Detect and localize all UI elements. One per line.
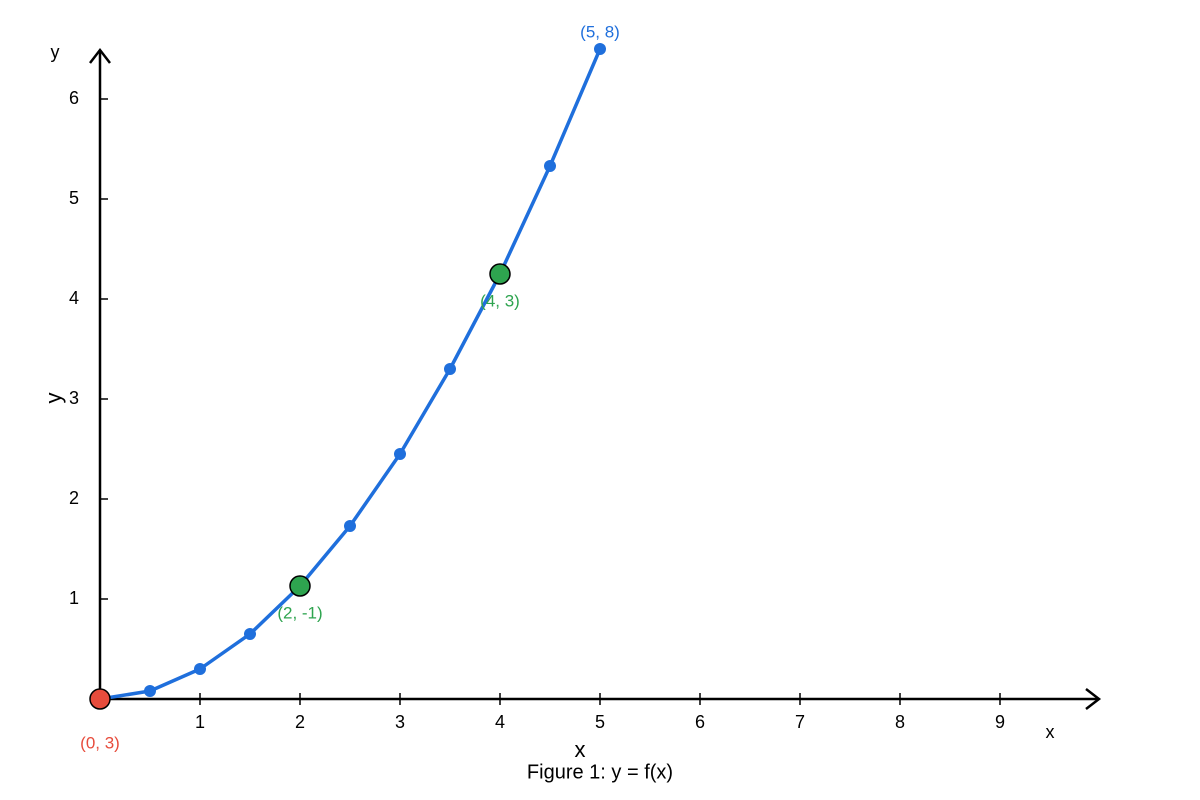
caption: Figure 1: y = f(x) (527, 761, 673, 783)
x-axis-title: x (575, 737, 586, 762)
point (194, 663, 206, 675)
point (144, 685, 156, 697)
y-tick-label: 2 (69, 488, 79, 508)
x-arrow-label: x (1046, 722, 1055, 742)
y-tick-label: 6 (69, 88, 79, 108)
highlight-point (289, 575, 311, 597)
annotation: (0, 3) (80, 733, 120, 752)
y-tick-label: 4 (69, 288, 79, 308)
x-tick-label: 8 (895, 712, 905, 732)
x-tick-label: 2 (295, 712, 305, 732)
x-tick-label: 1 (195, 712, 205, 732)
annotation: (4, 3) (480, 291, 520, 310)
x-tick-label: 4 (495, 712, 505, 732)
annotation: (2, -1) (277, 603, 322, 622)
line (99, 48, 602, 701)
x-axis-arrow (1085, 688, 1102, 710)
y-axis-arrow (89, 47, 111, 64)
point (444, 363, 456, 375)
x-tick-label: 3 (395, 712, 405, 732)
x-tick-label: 7 (795, 712, 805, 732)
x-tick-label: 9 (995, 712, 1005, 732)
y-tick-label: 1 (69, 588, 79, 608)
highlight-point (89, 688, 111, 710)
y-tick-label: 5 (69, 188, 79, 208)
x-tick-label: 5 (595, 712, 605, 732)
y-axis-title: y (41, 393, 66, 404)
x-tick-label: 6 (695, 712, 705, 732)
annotation: (5, 8) (580, 22, 620, 41)
highlight-point (489, 263, 511, 285)
point (594, 43, 606, 55)
point (544, 160, 556, 172)
point (244, 628, 256, 640)
y-tick-label: 3 (69, 388, 79, 408)
y-arrow-label: y (51, 42, 60, 62)
point (344, 520, 356, 532)
point (394, 448, 406, 460)
